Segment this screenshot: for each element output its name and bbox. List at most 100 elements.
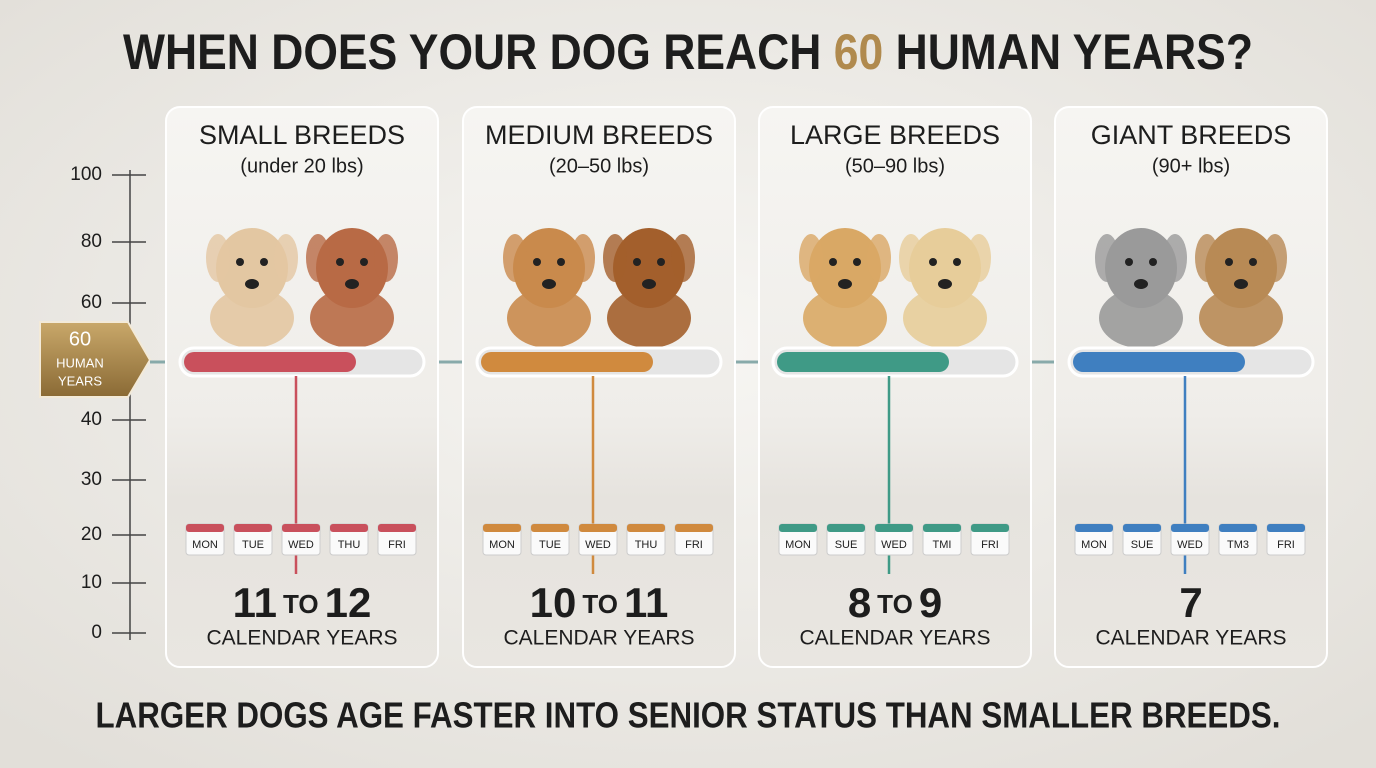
dog-nose xyxy=(345,279,359,289)
axis-tick-label: 10 xyxy=(81,572,102,593)
card-panel xyxy=(758,106,1032,668)
progress-fill xyxy=(184,352,356,372)
title: WHEN DOES YOUR DOG REACH 60 HUMAN YEARS? xyxy=(123,24,1253,80)
breed-card: LARGE BREEDS (50–90 lbs) MON SUE WED TMI FRI 8 T… xyxy=(758,106,1032,668)
breed-weight: (20–50 lbs) xyxy=(549,155,649,177)
dog-body xyxy=(1199,288,1283,348)
dog-eye xyxy=(336,258,344,266)
dog-head xyxy=(513,228,585,308)
breed-card: MEDIUM BREEDS (20–50 lbs) MON TUE WED THU FRI 1… xyxy=(462,106,736,668)
calendar-top xyxy=(330,524,368,532)
dog-ear xyxy=(1163,234,1187,282)
calendar-years-value: 8 TO 9 xyxy=(848,579,942,626)
dog-nose xyxy=(1134,279,1148,289)
calendar-day: SUE xyxy=(1131,539,1154,551)
calendar-day: TUE xyxy=(539,539,561,551)
breed-name: SMALL BREEDS xyxy=(199,120,405,150)
calendar-day: WED xyxy=(1177,539,1203,551)
breed-weight: (under 20 lbs) xyxy=(240,155,363,177)
title-start: WHEN DOES YOUR DOG REACH xyxy=(123,24,821,80)
dog-eye xyxy=(557,258,565,266)
calendar-top xyxy=(282,524,320,532)
progress-fill xyxy=(481,352,653,372)
calendar-top xyxy=(234,524,272,532)
dog-ear xyxy=(603,234,627,282)
dog-ear xyxy=(1195,234,1219,282)
dog-body xyxy=(607,288,691,348)
calendar-years-value: 10 TO 11 xyxy=(530,579,669,626)
dog-eye xyxy=(1249,258,1257,266)
dog-ear xyxy=(571,234,595,282)
title-end: HUMAN YEARS? xyxy=(896,24,1253,80)
breed-name: GIANT BREEDS xyxy=(1091,120,1292,150)
years-to-word: TO xyxy=(283,589,319,619)
dog-ear xyxy=(899,234,923,282)
dog-eye xyxy=(853,258,861,266)
axis-tick-label: 40 xyxy=(81,409,102,430)
badge-line: YEARS xyxy=(58,373,102,388)
dog-eye xyxy=(1225,258,1233,266)
card-panel xyxy=(462,106,736,668)
dog-body xyxy=(903,288,987,348)
dog-ear xyxy=(206,234,230,282)
calendar-years-value: 11 TO 12 xyxy=(233,579,372,626)
calendar-day: THU xyxy=(338,539,361,551)
dog-body xyxy=(310,288,394,348)
calendar-day: WED xyxy=(881,539,907,551)
years-from: 7 xyxy=(1179,579,1202,626)
calendar-day: FRI xyxy=(981,539,999,551)
dog-ear xyxy=(671,234,695,282)
dog-ear xyxy=(799,234,823,282)
calendar-top xyxy=(1171,524,1209,532)
calendar-day: WED xyxy=(288,539,314,551)
footer: LARGER DOGS AGE FASTER INTO SENIOR STATU… xyxy=(96,695,1281,736)
calendar-top xyxy=(1123,524,1161,532)
card-panel xyxy=(165,106,439,668)
years-from: 8 xyxy=(848,579,871,626)
years-unit: CALENDAR YEARS xyxy=(206,627,397,650)
calendar-top xyxy=(923,524,961,532)
calendar-top xyxy=(827,524,865,532)
calendar-top xyxy=(186,524,224,532)
calendar-day: FRI xyxy=(388,539,406,551)
dog-nose xyxy=(642,279,656,289)
dog-ear xyxy=(867,234,891,282)
dog-eye xyxy=(829,258,837,266)
years-unit: CALENDAR YEARS xyxy=(1095,627,1286,650)
calendar-top xyxy=(531,524,569,532)
dog-ear xyxy=(306,234,330,282)
dog-eye xyxy=(633,258,641,266)
axis-tick-label: 80 xyxy=(81,231,102,252)
calendar-top xyxy=(483,524,521,532)
breed-weight: (90+ lbs) xyxy=(1152,155,1230,177)
title-highlight: 60 xyxy=(834,24,883,80)
axis-tick-label: 60 xyxy=(81,292,102,313)
calendar-top xyxy=(378,524,416,532)
calendar-day: FRI xyxy=(685,539,703,551)
axis-tick-label: 0 xyxy=(91,622,102,643)
calendar-day: THU xyxy=(635,539,658,551)
years-to: 11 xyxy=(624,579,668,626)
dog-ear xyxy=(967,234,991,282)
calendar-top xyxy=(627,524,665,532)
dog-eye xyxy=(236,258,244,266)
dog-body xyxy=(507,288,591,348)
progress-fill xyxy=(1073,352,1245,372)
dog-body xyxy=(803,288,887,348)
badge: 60 HUMAN YEARS xyxy=(39,321,152,398)
dog-eye xyxy=(929,258,937,266)
dog-nose xyxy=(245,279,259,289)
breed-name: LARGE BREEDS xyxy=(790,120,1000,150)
years-to-word: TO xyxy=(582,589,618,619)
calendar-top xyxy=(1219,524,1257,532)
dog-nose xyxy=(1234,279,1248,289)
dog-eye xyxy=(1125,258,1133,266)
dog-ear xyxy=(374,234,398,282)
calendar-top xyxy=(779,524,817,532)
years-to-word: TO xyxy=(877,589,913,619)
calendar-top xyxy=(1267,524,1305,532)
calendar-day: TM3 xyxy=(1227,539,1249,551)
dog-eye xyxy=(533,258,541,266)
calendar-top xyxy=(875,524,913,532)
